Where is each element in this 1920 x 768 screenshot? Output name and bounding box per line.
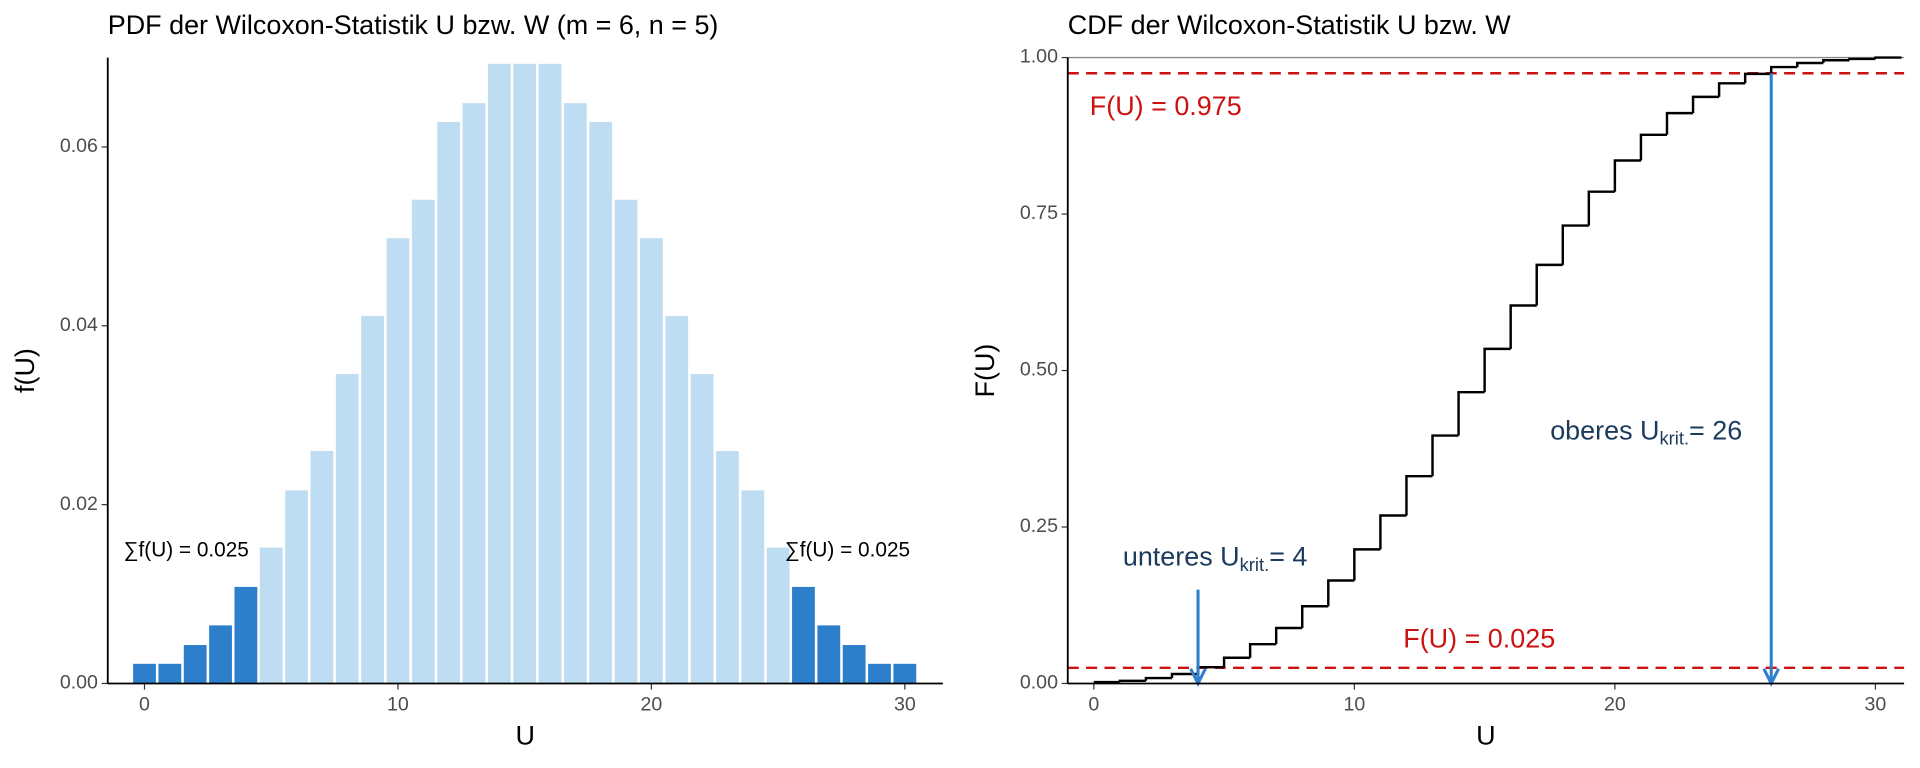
x-tick-label: 10 [387, 694, 409, 716]
cdf-step [1535, 263, 1563, 306]
cdf-step [1222, 656, 1251, 668]
cdf-step [1457, 390, 1485, 436]
bar [487, 63, 511, 684]
bar [893, 663, 917, 684]
cdf-step [1379, 514, 1407, 550]
label-end: = 4 [1269, 542, 1307, 572]
cdf-step [1743, 72, 1772, 84]
y-tick-label: 0.06 [60, 135, 98, 157]
bar [158, 663, 182, 684]
x-tick-label: 30 [894, 694, 916, 716]
cdf-step [1431, 434, 1459, 477]
label-main: unteres U [1123, 542, 1240, 572]
x-tick-label: 0 [139, 694, 150, 716]
cdf-step [1848, 57, 1876, 61]
bar [183, 645, 207, 684]
bar [234, 586, 258, 684]
bar [538, 63, 562, 684]
cdf-step [1274, 626, 1303, 645]
reference-label: F(U) = 0.025 [1403, 624, 1555, 654]
bar [639, 238, 663, 684]
bar [361, 315, 385, 684]
bar [665, 315, 689, 684]
x-axis-label: U [1476, 720, 1495, 750]
y-tick-label: 0.04 [60, 314, 98, 336]
label-sub: krit. [1240, 554, 1270, 575]
annotation: ∑f(U) = 0.025 [124, 539, 249, 562]
cdf-step [1561, 224, 1589, 265]
bar [285, 490, 308, 684]
bar [411, 199, 435, 684]
cdf-step [1353, 548, 1381, 581]
x-tick-label: 30 [1865, 694, 1887, 716]
cdf-step [1118, 679, 1146, 683]
bar [386, 238, 410, 684]
cdf-step [1509, 304, 1537, 349]
bar [335, 374, 359, 684]
annotation: ∑f(U) = 0.025 [785, 539, 910, 562]
cdf-step [1301, 605, 1329, 628]
cdf-step [1691, 95, 1720, 114]
bar [690, 374, 714, 684]
reference-label: F(U) = 0.975 [1090, 91, 1242, 121]
cdf-step [1587, 190, 1615, 226]
x-tick-label: 20 [641, 694, 663, 716]
bar [259, 547, 283, 684]
bar [868, 663, 891, 684]
bar [513, 63, 537, 684]
label-main: oberes U [1550, 415, 1659, 445]
bar [716, 451, 739, 684]
cdf-step [1248, 642, 1277, 658]
bar [766, 547, 790, 684]
bar [310, 451, 334, 684]
bar [741, 490, 765, 684]
y-tick-label: 0.50 [1020, 359, 1058, 381]
x-tick-label: 0 [1088, 694, 1099, 716]
bar [437, 121, 461, 684]
bar [792, 586, 815, 684]
bar [614, 199, 638, 684]
cdf-step [1170, 672, 1199, 679]
cdf-step [1665, 111, 1694, 135]
cdf-step [1796, 61, 1824, 68]
arrow-label: unteres Ukrit.= 4 [1123, 542, 1308, 575]
bar [563, 103, 587, 684]
label-end: = 26 [1689, 415, 1742, 445]
cdf-step [1613, 159, 1641, 192]
cdf-step [1717, 82, 1746, 97]
bar [209, 625, 232, 684]
y-tick-label: 0.75 [1020, 202, 1058, 224]
x-tick-label: 10 [1343, 694, 1365, 716]
cdf-step [1483, 347, 1511, 393]
y-tick-label: 1.00 [1020, 46, 1058, 68]
y-axis-label: f(U) [10, 348, 40, 393]
x-tick-label: 20 [1604, 694, 1626, 716]
bar [842, 645, 866, 684]
bar [817, 625, 841, 684]
cdf-step [1874, 56, 1902, 59]
cdf-step [1769, 65, 1798, 74]
cdf-step [1639, 133, 1667, 161]
y-tick-label: 0.02 [60, 493, 98, 515]
arrow-label: oberes Ukrit.= 26 [1550, 415, 1742, 448]
cdf-step [1327, 579, 1355, 607]
x-axis-label: U [516, 720, 535, 750]
y-axis-label: F(U) [970, 344, 1000, 398]
label-sub: krit. [1659, 428, 1689, 449]
bar [589, 121, 613, 684]
cdf-step [1822, 59, 1850, 64]
chart-title: CDF der Wilcoxon-Statistik U bzw. W [1068, 10, 1512, 40]
chart-title: PDF der Wilcoxon-Statistik U bzw. W (m =… [108, 10, 719, 40]
y-tick-label: 0.25 [1020, 515, 1058, 537]
bar [462, 103, 486, 684]
cdf-step [1405, 474, 1433, 516]
y-tick-label: 0.00 [1020, 672, 1058, 694]
y-tick-label: 0.00 [60, 672, 98, 694]
cdf-step [1144, 676, 1172, 681]
bar [133, 663, 156, 684]
